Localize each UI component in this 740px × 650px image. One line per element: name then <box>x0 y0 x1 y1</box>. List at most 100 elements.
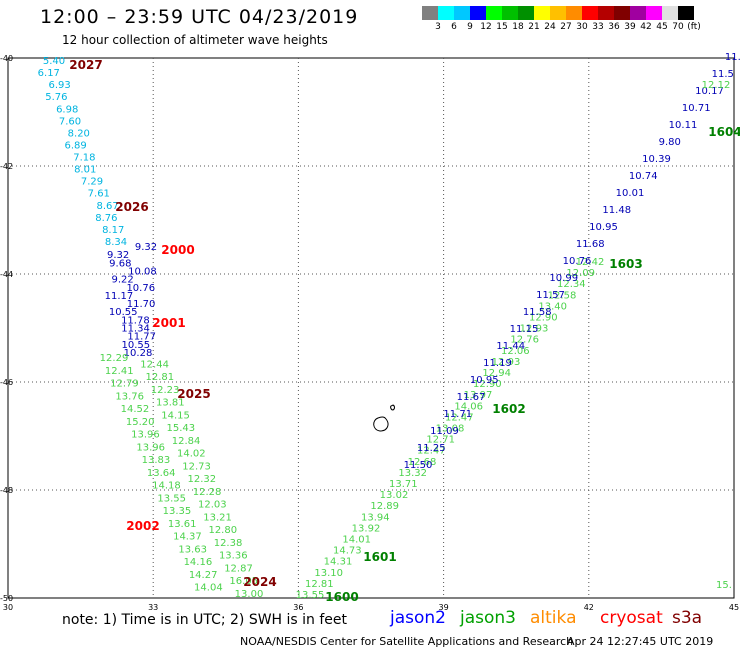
color-scale-label: 18 <box>512 22 524 32</box>
swh-value-label: 11.77 <box>127 332 156 343</box>
color-scale-label: 33 <box>592 22 604 32</box>
color-scale-label: 15 <box>496 22 508 32</box>
legend-jason2: jason2 <box>390 608 446 628</box>
legend-altika: altika <box>530 608 577 628</box>
swh-value-label: 14.18 <box>152 481 181 492</box>
swh-value-label: 6.98 <box>56 104 78 115</box>
swh-value-label: 10.55 <box>109 307 138 318</box>
swh-value-label: 12.32 <box>187 474 216 485</box>
swh-value-label: 12.41 <box>105 366 134 377</box>
color-swatch <box>598 6 614 20</box>
swh-value-label: 8.01 <box>74 165 96 176</box>
swh-value-label: 14.31 <box>324 557 353 568</box>
swh-value-label: 11.71 <box>443 409 472 420</box>
swh-value-label: 13.97 <box>464 390 493 401</box>
color-scale-label: 12 <box>480 22 492 32</box>
swh-value-label: 12.73 <box>182 461 211 472</box>
swh-value-label: 13.64 <box>147 468 176 479</box>
pass-id-label: 2026 <box>115 200 148 214</box>
swh-value-label: 12.03 <box>198 500 227 511</box>
swh-value-label: 5.76 <box>45 92 67 103</box>
pass-id-label: 2002 <box>126 519 159 533</box>
swh-value-label: 6.89 <box>64 140 86 151</box>
swh-value-label: 7.61 <box>88 189 110 200</box>
swh-value-label: 12.89 <box>370 501 399 512</box>
swh-value-label: 14.15 <box>161 410 190 421</box>
swh-value-label: 8.76 <box>95 213 117 224</box>
pass-id-label: 1604 <box>708 125 740 139</box>
pass-id-label: 2025 <box>177 387 210 401</box>
swh-value-label: 13.32 <box>398 468 427 479</box>
swh-value-label: 11.44 <box>496 341 525 352</box>
swh-value-label: 13.81 <box>156 398 185 409</box>
swh-value-label: 12.68 <box>408 457 437 468</box>
swh-value-label: 12.81 <box>305 579 334 590</box>
swh-value-label: 12.42 <box>576 257 605 268</box>
pass-id-label: 2027 <box>69 58 102 72</box>
swh-value-label: 12.76 <box>510 335 539 346</box>
color-scale-bar <box>422 6 694 20</box>
color-scale-label: 21 <box>528 22 540 32</box>
pass-id-label: 2000 <box>161 243 194 257</box>
swh-value-label: 10.95 <box>589 222 618 233</box>
swh-value-label: 10.76 <box>126 283 155 294</box>
swh-value-label: 13.00 <box>235 589 264 600</box>
pass-id-label: 1602 <box>492 402 525 416</box>
color-swatch <box>438 6 454 20</box>
swh-value-label: 12.94 <box>482 368 511 379</box>
swh-value-label: 11.57 <box>536 290 565 301</box>
swh-value-label: 10.01 <box>616 188 645 199</box>
footnote: note: 1) Time is in UTC; 2) SWH is in fe… <box>62 612 348 628</box>
swh-value-label: 8.67 <box>96 201 118 212</box>
color-scale-label: 9 <box>467 22 473 32</box>
swh-value-label: 7.29 <box>81 177 103 188</box>
map-subtitle: 12 hour collection of altimeter wave hei… <box>62 33 328 47</box>
swh-value-label: 12.58 <box>548 290 577 301</box>
swh-value-label: 7.18 <box>73 153 95 164</box>
swh-value-label: 11.0 <box>725 52 740 63</box>
swh-value-label: 13.02 <box>380 490 409 501</box>
swh-value-label: 12.28 <box>193 487 222 498</box>
swh-value-label: 11.48 <box>602 205 631 216</box>
swh-value-label: 12.44 <box>140 359 169 370</box>
color-scale-label: 27 <box>560 22 572 32</box>
color-swatch <box>566 6 582 20</box>
pass-id-label: 1601 <box>363 550 396 564</box>
swh-value-label: 7.60 <box>59 116 81 127</box>
swh-value-label: 12.29 <box>100 353 129 364</box>
color-swatch <box>422 6 438 20</box>
color-swatch <box>582 6 598 20</box>
swh-value-label: 15.43 <box>167 423 196 434</box>
swh-value-label: 10.39 <box>642 154 671 165</box>
pass-id-label: 1603 <box>609 257 642 271</box>
swh-value-label: 12.12 <box>702 80 731 91</box>
color-swatch <box>614 6 630 20</box>
swh-value-label: 12.06 <box>501 346 530 357</box>
swh-value-label: 13.35 <box>163 506 192 517</box>
legend-cryosat: cryosat <box>600 608 663 628</box>
latitude-label: -50 <box>0 594 13 603</box>
swh-value-label: 12.90 <box>473 379 502 390</box>
swh-value-label: 14.04 <box>194 583 223 594</box>
islet-outline <box>390 404 395 411</box>
swh-value-label: 13.96 <box>136 442 165 453</box>
color-scale-label: 36 <box>608 22 620 32</box>
color-swatch <box>662 6 678 20</box>
swh-value-label: 10.17 <box>695 86 724 97</box>
color-scale-label: (ft) <box>687 22 701 32</box>
swh-value-label: 10.95 <box>470 375 499 386</box>
swh-value-label: 10.76 <box>563 256 592 267</box>
swh-value-label: 14.02 <box>177 449 206 460</box>
swh-value-label: 15. <box>716 580 732 591</box>
swh-value-label: 11.58 <box>523 307 552 318</box>
swh-value-label: 10.55 <box>122 340 151 351</box>
swh-value-label: 14.16 <box>184 557 213 568</box>
swh-value-label: 12.09 <box>566 268 595 279</box>
island-outline <box>373 416 389 432</box>
longitude-label: 36 <box>293 603 303 612</box>
latitude-label: -48 <box>0 486 13 495</box>
latitude-label: -40 <box>0 54 13 63</box>
swh-value-label: 10.74 <box>629 171 658 182</box>
swh-value-label: 12.80 <box>208 525 237 536</box>
